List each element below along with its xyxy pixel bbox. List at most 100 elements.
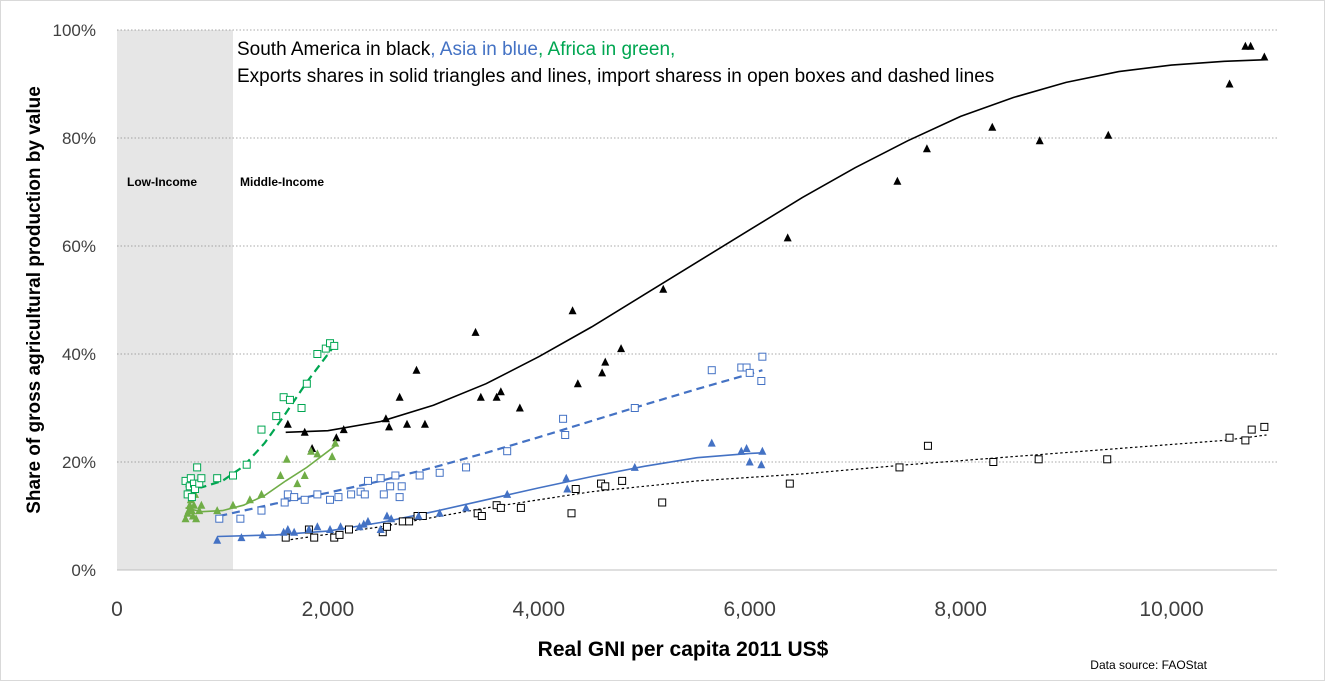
africa-exports-point [282,454,291,463]
south-america-exports-point [420,419,429,428]
asia-imports-point [707,366,716,375]
x-tick-label: 0 [111,598,123,621]
africa-imports-point [191,485,200,493]
x-tick-label: 10,000 [1139,598,1203,621]
asia-exports-point [382,511,391,520]
x-axis-title: Real GNI per capita 2011 US$ [538,638,829,661]
annotation-line-1: South America in black, Asia in blue, Af… [237,39,675,60]
x-tick-label: 6,000 [723,598,776,621]
asia-imports-point [334,493,343,502]
africa-imports-point [257,425,266,434]
south-america-imports-point [1260,422,1269,431]
south-america-imports-point [658,498,667,507]
asia-imports-point [300,495,309,504]
south-america-imports-point [477,512,486,520]
south-america-imports-point [1034,455,1043,464]
africa-exports-point [213,506,222,515]
south-america-exports-point [283,419,292,428]
south-america-imports-point [496,503,505,512]
data-source-note: Data source: FAOStat [1090,658,1207,672]
south-america-exports-point [988,122,997,131]
africa-exports-point [293,479,302,488]
south-america-exports-point [598,368,607,377]
south-america-imports-point [571,485,580,493]
africa-exports-point [328,452,337,461]
asia-exports-point [745,457,754,466]
asia-imports-point [745,368,754,377]
asia-exports-point [376,525,385,533]
asia-imports-point [280,498,289,507]
x-tick-label: 4,000 [513,598,566,621]
south-america-imports-point [405,517,414,526]
africa-imports-point [187,493,196,502]
asia-imports-point [363,476,372,485]
asia-imports-point [397,482,406,491]
south-america-exports-point [1225,79,1234,88]
asia-imports-point [758,352,767,361]
asia-exports-point [707,438,716,447]
asia-imports-point [757,377,766,385]
asia-imports-point [462,463,471,472]
asia-exports-point [630,462,639,471]
asia-exports-point [213,535,222,544]
south-america-imports-point [989,458,998,466]
south-america-exports-point [659,284,668,293]
asia-exports-point [290,527,299,536]
asia-exports-point [757,460,766,469]
south-america-exports-point [403,419,411,428]
south-america-imports-point [618,476,627,485]
africa-imports-point [285,395,294,404]
asia-exports-point [304,525,313,533]
asia-imports-point [313,490,322,499]
south-america-exports-point [1260,52,1269,61]
south-america-exports-point [385,422,394,431]
asia-imports-point [435,468,444,477]
south-america-exports-point [601,357,610,366]
south-america-imports-trendline [285,434,1267,541]
middle-income-label: Middle-Income [240,175,324,189]
south-america-exports-point [381,414,390,423]
south-america-exports-point [300,427,309,436]
asia-exports-point [742,444,751,452]
south-america-exports-point [573,379,582,388]
africa-imports-point [272,412,281,421]
africa-imports-point [321,344,330,353]
africa-exports-point [229,500,237,509]
asia-imports-point [386,482,395,491]
south-america-exports-point [492,392,501,401]
africa-exports-point [276,471,285,479]
asia-imports-point [236,514,245,523]
asia-exports-point [503,489,512,498]
annotation-line-2: Exports shares in solid triangles and li… [237,66,994,87]
asia-exports-point [359,519,368,528]
south-america-exports-point [1241,41,1250,50]
south-america-exports-point [515,403,524,412]
south-america-imports-point [923,441,932,450]
asia-imports-point [395,493,404,502]
asia-imports-point [347,490,356,499]
low-income-band [117,30,233,570]
south-america-imports-point [1247,425,1256,434]
south-america-imports-point [785,479,794,488]
asia-imports-point [376,474,385,483]
africa-exports-point [197,500,206,509]
south-america-exports-point [471,327,480,336]
south-america-imports-point [1103,455,1112,464]
south-america-imports-point [310,533,319,542]
asia-imports-trendline [219,369,763,518]
annotation-part: , Africa in green, [538,39,675,60]
y-axis-title: Share of gross agricultural production b… [24,86,45,514]
asia-exports-point [258,530,267,539]
x-tick-label: 8,000 [934,598,987,621]
africa-exports-point [189,500,198,509]
south-america-imports-point [1241,436,1250,445]
africa-imports-point [242,460,251,469]
south-america-imports-point [345,525,353,534]
africa-exports-point [187,506,196,515]
asia-exports-point [387,514,396,523]
asia-imports-point [503,447,512,456]
south-america-imports-point [382,522,391,531]
south-america-exports-point [496,387,505,396]
asia-exports-point [758,446,767,455]
south-america-imports-point [335,530,344,539]
